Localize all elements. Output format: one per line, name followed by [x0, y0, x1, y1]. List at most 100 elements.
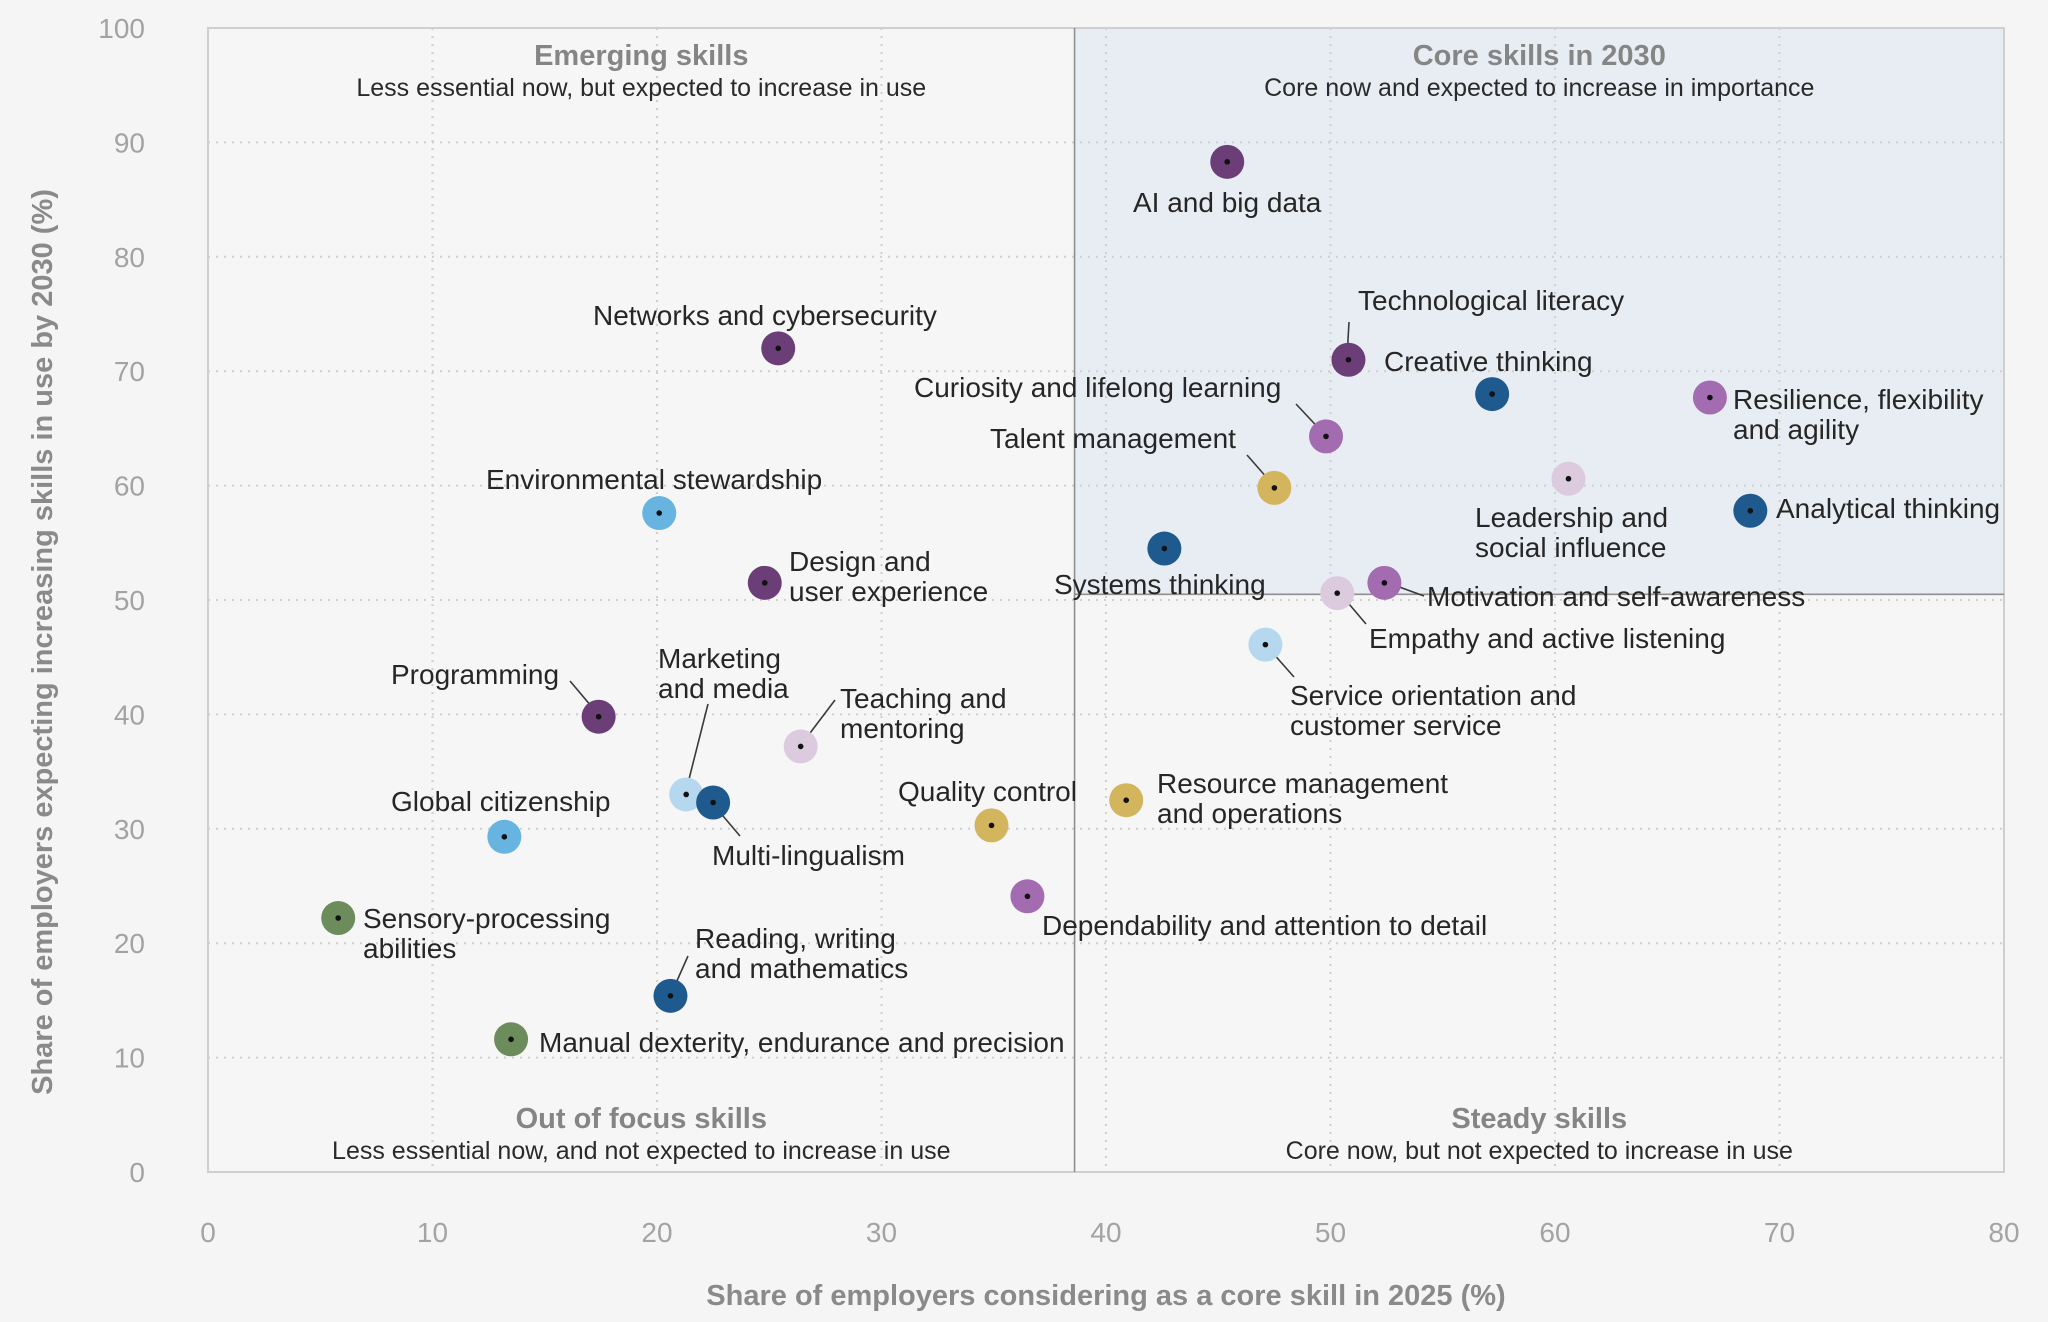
point-center-dot: [1161, 545, 1168, 552]
point-label-line: Dependability and attention to detail: [1042, 910, 1487, 941]
y-tick-label: 80: [114, 242, 145, 273]
point-label-manual-dexterity-endurance-and-precision: Manual dexterity, endurance and precisio…: [539, 1027, 1065, 1058]
point-center-dot: [335, 915, 342, 921]
point-center-dot: [595, 713, 602, 720]
point-label-systems-thinking: Systems thinking: [1054, 569, 1266, 600]
point-global-citizenship: [487, 819, 522, 854]
point-label-ai-and-big-data: AI and big data: [1133, 187, 1322, 218]
point-label-line: abilities: [363, 933, 456, 964]
point-label-line: Manual dexterity, endurance and precisio…: [539, 1027, 1065, 1058]
point-center-dot: [1271, 485, 1278, 491]
point-center-dot: [1707, 394, 1713, 401]
point-center-dot: [667, 993, 674, 999]
point-center-dot: [797, 743, 804, 750]
point-service-orientation-and-customer-service: [1248, 627, 1283, 662]
point-label-line: customer service: [1290, 710, 1502, 741]
point-manual-dexterity-endurance-and-precision: [494, 1022, 529, 1057]
y-tick-label: 20: [114, 928, 145, 959]
point-label-programming: Programming: [391, 659, 559, 690]
point-label-line: mentoring: [840, 713, 965, 744]
point-center-dot: [1024, 893, 1031, 900]
point-label-line: Networks and cybersecurity: [593, 300, 937, 331]
quadrant-title-core: Core skills in 2030: [1413, 40, 1666, 72]
point-label-multi-lingualism: Multi-lingualism: [712, 840, 905, 871]
y-tick-label: 30: [114, 814, 145, 845]
point-center-dot: [1224, 159, 1231, 165]
point-label-line: Marketing: [658, 643, 781, 674]
point-center-dot: [1262, 641, 1269, 648]
point-label-service-orientation-and-customer-service: Service orientation and customer service: [1290, 680, 1576, 741]
point-center-dot: [1565, 475, 1572, 482]
quadrant-subtitle-steady: Core now, but not expected to increase i…: [1286, 1137, 1793, 1165]
point-center-dot: [988, 822, 995, 829]
point-label-line: Empathy and active listening: [1369, 623, 1725, 654]
quadrant-subtitle-emerging: Less essential now, but expected to incr…: [356, 74, 926, 102]
point-label-curiosity-and-lifelong-learning: Curiosity and lifelong learning: [914, 372, 1281, 403]
point-label-resilience-flexibility-and-agility: Resilience, flexibility and agility: [1733, 384, 1984, 445]
point-motivation-and-self-awareness: [1367, 565, 1402, 600]
point-label-reading-writing-and-mathematics: Reading, writing and mathematics: [695, 923, 908, 984]
point-label-line: Curiosity and lifelong learning: [914, 372, 1281, 403]
point-center-dot: [775, 345, 782, 352]
point-label-line: Systems thinking: [1054, 569, 1266, 600]
point-label-line: Global citizenship: [391, 786, 610, 817]
point-label-teaching-and-mentoring: Teaching and mentoring: [840, 683, 1007, 744]
point-center-dot: [761, 580, 768, 586]
x-tick-label: 40: [1090, 1217, 1121, 1248]
x-tick-label: 20: [641, 1217, 672, 1248]
point-design-and-user-experience: [747, 565, 782, 600]
point-label-talent-management: Talent management: [990, 423, 1236, 454]
point-label-line: social influence: [1475, 532, 1666, 563]
point-creative-thinking: [1475, 377, 1510, 412]
x-tick-label: 10: [417, 1217, 448, 1248]
point-programming: [581, 699, 616, 734]
point-quality-control: [974, 808, 1009, 843]
point-multi-lingualism: [696, 785, 731, 820]
point-center-dot: [1345, 356, 1352, 363]
point-label-line: Talent management: [990, 423, 1236, 454]
quadrant-subtitle-out: Less essential now, and not expected to …: [332, 1137, 950, 1165]
point-resilience-flexibility-and-agility: [1692, 380, 1727, 415]
point-label-line: Service orientation and: [1290, 680, 1576, 711]
x-tick-label: 30: [866, 1217, 897, 1248]
point-label-line: Design and: [789, 546, 931, 577]
point-label-marketing-and-media: Marketing and media: [658, 643, 789, 704]
point-label-line: and operations: [1157, 798, 1342, 829]
point-center-dot: [683, 791, 689, 798]
leader-line: [685, 703, 709, 792]
point-marketing-and-media: [669, 777, 704, 812]
point-center-dot: [1334, 590, 1341, 596]
x-tick-label: 0: [200, 1217, 216, 1248]
point-curiosity-and-lifelong-learning: [1309, 419, 1344, 454]
point-label-line: Technological literacy: [1358, 285, 1624, 316]
point-label-line: Resilience, flexibility: [1733, 384, 1984, 415]
axis-ticks: 0 10 20 30 40 50 60 70 80 0 10 20 30 40 50 60 70 80 90 100: [98, 13, 2019, 1248]
core-quadrant-highlight: [1074, 28, 2004, 595]
y-tick-label: 90: [114, 127, 145, 158]
y-tick-label: 100: [98, 13, 145, 44]
point-resource-management-and-operations: [1109, 783, 1144, 818]
point-label-line: Multi-lingualism: [712, 840, 905, 871]
point-label-environmental-stewardship: Environmental stewardship: [486, 464, 822, 495]
x-tick-label: 50: [1315, 1217, 1346, 1248]
point-center-dot: [1381, 580, 1388, 586]
point-analytical-thinking: [1733, 493, 1768, 528]
point-label-line: Reading, writing: [695, 923, 896, 954]
point-dependability-and-attention-to-detail: [1010, 879, 1045, 914]
point-technological-literacy: [1331, 342, 1366, 377]
point-center-dot: [1489, 391, 1495, 397]
point-label-line: Quality control: [898, 776, 1077, 807]
y-axis-title: Share of employers expecting increasing …: [27, 189, 59, 1095]
point-label-line: Analytical thinking: [1776, 493, 2000, 524]
point-talent-management: [1257, 470, 1292, 505]
point-label-line: Teaching and: [840, 683, 1007, 714]
point-teaching-and-mentoring: [783, 729, 818, 764]
point-label-quality-control: Quality control: [898, 776, 1077, 807]
quadrant-title-emerging: Emerging skills: [534, 40, 748, 72]
point-environmental-stewardship: [642, 496, 677, 531]
point-label-line: Programming: [391, 659, 559, 690]
y-tick-label: 50: [114, 585, 145, 616]
point-label-line: Sensory-processing: [363, 903, 610, 934]
point-leadership-and-social-influence: [1551, 461, 1586, 496]
point-center-dot: [508, 1036, 514, 1043]
